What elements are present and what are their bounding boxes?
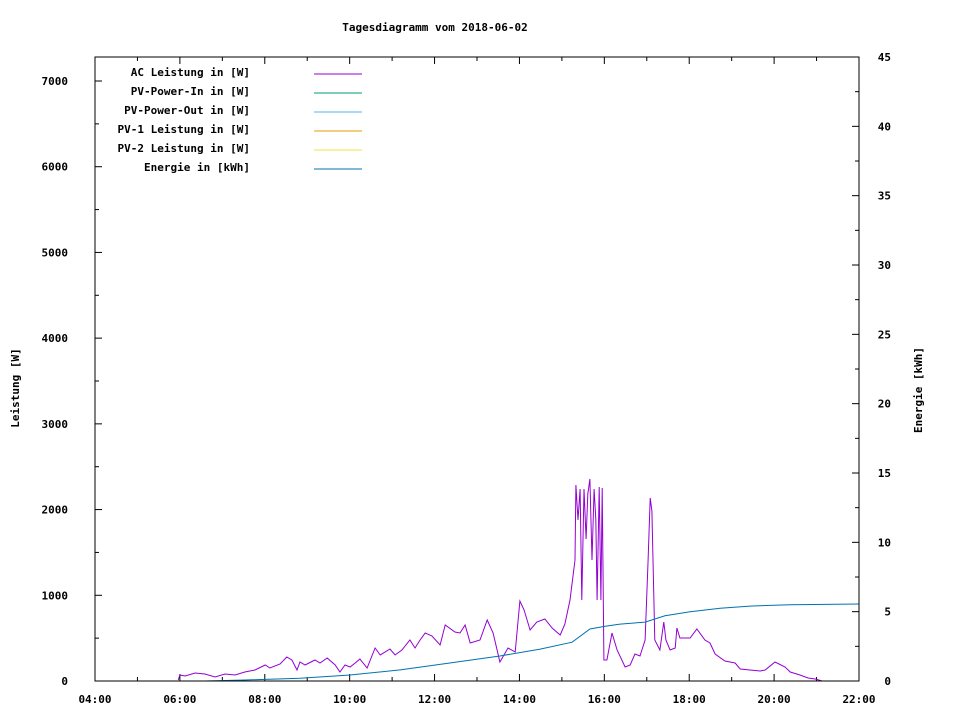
y2-tick-label: 45 (878, 51, 891, 64)
y2-tick-label: 5 (884, 606, 891, 619)
x-tick-label: 22:00 (842, 693, 875, 706)
x-tick-label: 06:00 (163, 693, 196, 706)
y-tick-label: 0 (61, 675, 68, 688)
x-tick-label: 18:00 (673, 693, 706, 706)
y-tick-label: 4000 (42, 332, 69, 345)
y2-axis-label: Energie [kWh] (912, 347, 925, 433)
y2-tick-label: 15 (878, 467, 891, 480)
y-tick-label: 2000 (42, 504, 69, 517)
legend-label: PV-1 Leistung in [W] (118, 123, 250, 136)
x-tick-label: 04:00 (78, 693, 111, 706)
y-tick-label: 5000 (42, 246, 69, 259)
legend-label: PV-Power-In in [W] (131, 85, 250, 98)
y-tick-label: 1000 (42, 589, 69, 602)
y2-tick-label: 10 (878, 536, 891, 549)
series-line-5 (204, 603, 860, 682)
chart-title: Tagesdiagramm vom 2018-06-02 (342, 21, 527, 34)
legend-label: PV-Power-Out in [W] (124, 104, 250, 117)
x-tick-label: 08:00 (248, 693, 281, 706)
y2-tick-label: 30 (878, 259, 891, 272)
y2-tick-label: 40 (878, 120, 891, 133)
x-tick-label: 16:00 (588, 693, 621, 706)
y-axis-label: Leistung [W] (9, 348, 22, 427)
y-tick-label: 3000 (42, 418, 69, 431)
y2-tick-label: 35 (878, 190, 891, 203)
y-tick-label: 6000 (42, 161, 69, 174)
x-tick-label: 20:00 (758, 693, 791, 706)
x-tick-label: 12:00 (418, 693, 451, 706)
x-tick-label: 10:00 (333, 693, 366, 706)
x-tick-label: 14:00 (503, 693, 536, 706)
y-tick-label: 7000 (42, 75, 69, 88)
plot-frame (94, 56, 860, 682)
series-line-0 (177, 478, 823, 682)
y2-tick-label: 0 (884, 675, 891, 688)
legend-label: Energie in [kWh] (144, 161, 250, 174)
legend-label: PV-2 Leistung in [W] (118, 142, 250, 155)
legend-label: AC Leistung in [W] (131, 66, 250, 79)
y2-tick-label: 20 (878, 398, 891, 411)
y2-tick-label: 25 (878, 328, 891, 341)
